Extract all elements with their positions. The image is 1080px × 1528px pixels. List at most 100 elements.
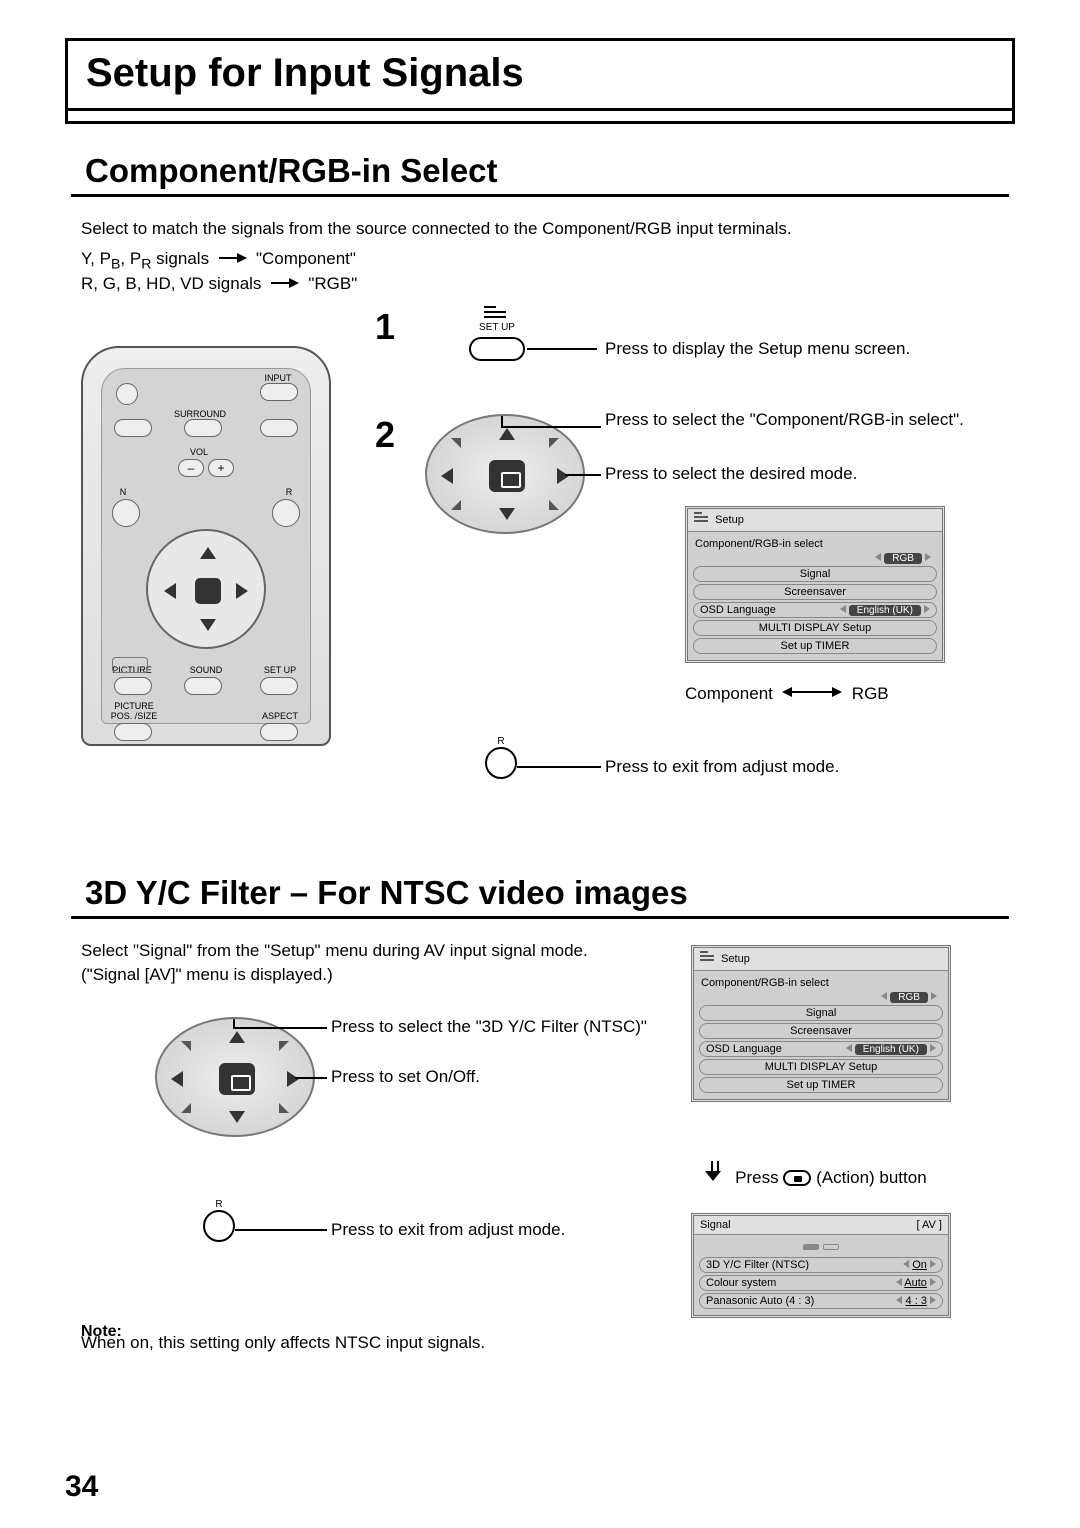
setup-button <box>260 677 298 695</box>
action-text-2: (Action) button <box>816 1168 927 1187</box>
section1-intro: Select to match the signals from the sou… <box>81 217 999 241</box>
osd-row-component: Component/RGB-in select <box>693 538 937 550</box>
vol-plus: + <box>208 459 234 477</box>
picture-icon <box>112 657 148 673</box>
n-label: N <box>116 487 130 497</box>
r-caption: R <box>485 736 517 747</box>
picpos-button <box>114 723 152 741</box>
osd-lang-value-2: English (UK) <box>855 1044 927 1055</box>
off-timer-button <box>114 419 152 437</box>
picture-button <box>114 677 152 695</box>
osd-lang-value: English (UK) <box>849 605 921 616</box>
sound-button <box>184 677 222 695</box>
input-button <box>260 383 298 401</box>
arrow-icon <box>271 277 299 289</box>
osd-row-multi: MULTI DISPLAY Setup <box>693 620 937 636</box>
r-button-block: R <box>485 736 517 784</box>
osd-row-screensaver: Screensaver <box>693 584 937 600</box>
toggle-row: Component RGB <box>685 684 889 704</box>
step2-instruction1: Press to select the "Component/RGB-in se… <box>605 410 985 430</box>
surround-button <box>184 419 222 437</box>
vol-label: VOL <box>184 447 214 457</box>
sig1-sub2: R <box>141 256 151 272</box>
section2-intro: Select "Signal" from the "Setup" menu du… <box>81 939 621 987</box>
osd-row-signal-2: Signal <box>699 1005 943 1021</box>
setup-label: SET UP <box>258 665 302 675</box>
signal-line-2: R, G, B, HD, VD signals "RGB" <box>81 274 1015 294</box>
step1-number: 1 <box>375 306 395 348</box>
dpad <box>146 529 266 649</box>
signal-osd-title: Signal <box>700 1219 731 1231</box>
arrow-icon <box>219 252 247 264</box>
press2-instruction: Press to set On/Off. <box>331 1067 591 1087</box>
step1-instruction: Press to display the Setup menu screen. <box>605 339 985 359</box>
osd-row-timer: Set up TIMER <box>693 638 937 654</box>
nav-pad-2 <box>155 1017 315 1142</box>
picpos-label: PICTURE POS. /SIZE <box>108 701 160 721</box>
power-icon <box>116 383 138 405</box>
osd-row-component-2: Component/RGB-in select <box>699 977 943 989</box>
note-text: When on, this setting only affects NTSC … <box>81 1333 485 1353</box>
signal-osd-mode: [ AV ] <box>917 1219 942 1231</box>
action-button-icon <box>783 1170 811 1186</box>
osd-row-screensaver-2: Screensaver <box>699 1023 943 1039</box>
section2-title: 3D Y/C Filter – For NTSC video images <box>71 870 1009 919</box>
n-button <box>112 499 140 527</box>
r-button <box>272 499 300 527</box>
signal-row-colour: Colour system <box>706 1277 776 1289</box>
osd-rgb-value: RGB <box>884 553 922 564</box>
sig2-val: "RGB" <box>308 274 357 293</box>
vol-minus: – <box>178 459 204 477</box>
signal-pan-val: 4 : 3 <box>906 1295 927 1307</box>
down-arrow-icon <box>705 1161 721 1183</box>
page-number: 34 <box>65 1470 98 1504</box>
signal-line-1: Y, PB, PR signals "Component" <box>81 249 1015 272</box>
toggle-right: RGB <box>852 684 889 703</box>
signal-row-3d: 3D Y/C Filter (NTSC) <box>706 1259 809 1271</box>
action-hint: Press (Action) button <box>705 1161 927 1188</box>
exit-instruction: Press to exit from adjust mode. <box>605 757 965 777</box>
setup-button-icon: SET UP <box>469 306 525 361</box>
signal-3d-val: On <box>912 1259 927 1271</box>
sig1-mid: , P <box>120 249 141 268</box>
sig1-post: signals <box>151 249 209 268</box>
setup-osd: Setup Component/RGB-in select RGB Signal… <box>685 506 945 663</box>
osd-row-signal: Signal <box>693 566 937 582</box>
osd-row-lang-2: OSD Language <box>706 1043 782 1055</box>
toggle-left: Component <box>685 684 773 703</box>
aspect-label: ASPECT <box>258 711 302 721</box>
osd-title: Setup <box>715 514 744 526</box>
r-caption-2: R <box>203 1199 235 1210</box>
osd-title-2: Setup <box>721 953 750 965</box>
osd-row-timer-2: Set up TIMER <box>699 1077 943 1093</box>
sig1-pre: Y, P <box>81 249 111 268</box>
title-frame: Setup for Input Signals <box>65 38 1015 124</box>
osd-rgb-value-2: RGB <box>890 992 928 1003</box>
sig2-pre: R, G, B, HD, VD signals <box>81 274 261 293</box>
surround-label: SURROUND <box>170 409 230 419</box>
sig1-val: "Component" <box>256 249 356 268</box>
signal-row-pan: Panasonic Auto (4 : 3) <box>706 1295 814 1307</box>
osd-row-lang: OSD Language <box>700 604 776 616</box>
input-label: INPUT <box>258 373 298 383</box>
sound-label: SOUND <box>184 665 228 675</box>
step2-number: 2 <box>375 414 395 456</box>
signal-colour-val: Auto <box>904 1277 927 1289</box>
press1-instruction: Press to select the "3D Y/C Filter (NTSC… <box>331 1017 691 1037</box>
exit-instruction-2: Press to exit from adjust mode. <box>331 1220 651 1240</box>
setup-osd-2: Setup Component/RGB-in select RGB Signal… <box>691 945 951 1102</box>
section1-diagram: INPUT SURROUND VOL – + N R PICTURE SOUND <box>65 306 1015 846</box>
remote-control: INPUT SURROUND VOL – + N R PICTURE SOUND <box>81 346 331 746</box>
osd-row-multi-2: MULTI DISPLAY Setup <box>699 1059 943 1075</box>
section1-title: Component/RGB-in Select <box>71 148 1009 197</box>
r-button-block-2: R <box>203 1199 235 1247</box>
step2-instruction2: Press to select the desired mode. <box>605 464 985 484</box>
signal-osd: Signal [ AV ] 3D Y/C Filter (NTSC) On Col… <box>691 1213 951 1318</box>
setup-caption: SET UP <box>469 322 525 333</box>
aspect-button <box>260 723 298 741</box>
page-title: Setup for Input Signals <box>68 41 1012 111</box>
r-label: R <box>282 487 296 497</box>
nav-pad <box>425 414 585 539</box>
action-text-1: Press <box>735 1168 778 1187</box>
sig1-sub1: B <box>111 256 120 272</box>
